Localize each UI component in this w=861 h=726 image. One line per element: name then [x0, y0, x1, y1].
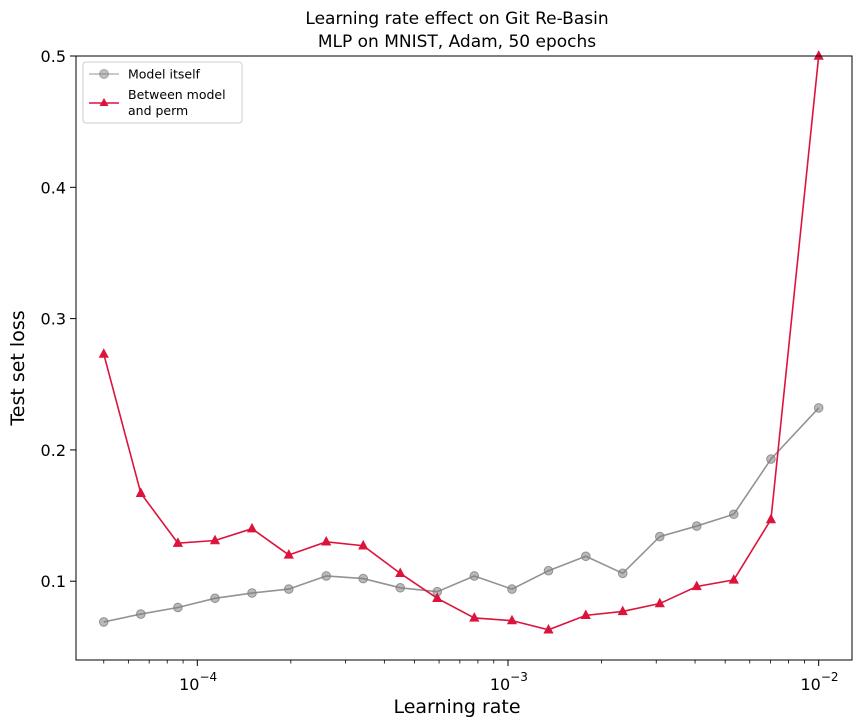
point-between-model-and-perm — [432, 592, 443, 602]
y-tick-label: 0.3 — [41, 310, 66, 329]
point-model-itself — [654, 531, 665, 542]
x-tick-label: 10 — [801, 675, 821, 694]
point-model-itself — [543, 565, 554, 576]
legend-marker-between-model-and-perm — [99, 98, 109, 106]
legend-label-model-itself: Model itself — [128, 67, 201, 82]
point-between-model-and-perm — [617, 605, 628, 616]
x-axis-label: Learning rate — [393, 696, 520, 718]
point-between-model-and-perm — [172, 537, 183, 547]
point-between-model-and-perm — [321, 535, 332, 546]
point-model-itself — [580, 551, 591, 562]
x-tick-label: 10 — [179, 675, 199, 694]
point-model-itself — [691, 521, 702, 531]
point-between-model-and-perm — [691, 580, 702, 591]
legend-box — [82, 61, 243, 124]
point-between-model-and-perm — [358, 539, 369, 550]
x-tick-exponent: −3 — [510, 670, 528, 684]
point-model-itself — [247, 588, 257, 598]
chart-title-line1: Learning rate effect on Git Re-Basin — [305, 9, 608, 29]
series-layer — [98, 50, 824, 634]
x-tick-exponent: −4 — [199, 670, 217, 684]
point-between-model-and-perm — [765, 513, 777, 524]
point-between-model-and-perm — [813, 50, 824, 60]
chart-title-line2: MLP on MNIST, Adam, 50 epochs — [318, 32, 596, 52]
point-between-model-and-perm — [98, 348, 109, 358]
point-model-itself — [98, 617, 109, 627]
point-between-model-and-perm — [395, 567, 406, 578]
plot-area-frame — [75, 55, 853, 661]
series-model-itself — [98, 403, 824, 627]
y-tick-label: 0.2 — [41, 441, 66, 460]
point-model-itself — [469, 571, 480, 581]
point-between-model-and-perm — [209, 534, 221, 545]
x-tick-exponent: −2 — [821, 670, 839, 684]
point-between-model-and-perm — [283, 549, 294, 559]
point-between-model-and-perm — [246, 522, 258, 533]
tick-layer: 0.10.20.30.40.510 −4 10 −3 10 −2 — [41, 47, 839, 694]
point-model-itself — [395, 582, 406, 593]
point-model-itself — [136, 609, 146, 619]
point-model-itself — [617, 568, 628, 579]
legend-marker-model-itself — [99, 69, 109, 79]
point-model-itself — [321, 571, 332, 581]
y-axis-label: Test set loss — [7, 310, 29, 426]
y-tick-label: 0.5 — [41, 47, 66, 66]
series-between-model-and-perm — [98, 50, 824, 634]
point-model-itself — [283, 584, 294, 594]
line-model-itself — [103, 407, 820, 623]
y-tick-label: 0.1 — [41, 572, 66, 591]
point-model-itself — [766, 454, 776, 464]
point-between-model-and-perm — [580, 609, 591, 620]
point-model-itself — [173, 602, 183, 613]
point-between-model-and-perm — [135, 487, 146, 497]
point-between-model-and-perm — [728, 574, 739, 584]
point-model-itself — [728, 509, 739, 520]
point-between-model-and-perm — [543, 623, 554, 634]
point-between-model-and-perm — [469, 612, 480, 622]
x-tick-label: 10 — [490, 675, 510, 694]
line-between-model-and-perm — [102, 55, 820, 631]
point-model-itself — [210, 593, 220, 604]
point-model-itself — [358, 573, 369, 584]
point-between-model-and-perm — [654, 597, 665, 608]
point-between-model-and-perm — [506, 614, 518, 625]
legend: Model itself Between model and perm — [82, 61, 243, 124]
y-tick-label: 0.4 — [41, 178, 66, 197]
point-model-itself — [507, 584, 517, 594]
legend-label-between-model-and-perm: Between model and perm — [128, 87, 226, 118]
point-model-itself — [813, 403, 824, 413]
